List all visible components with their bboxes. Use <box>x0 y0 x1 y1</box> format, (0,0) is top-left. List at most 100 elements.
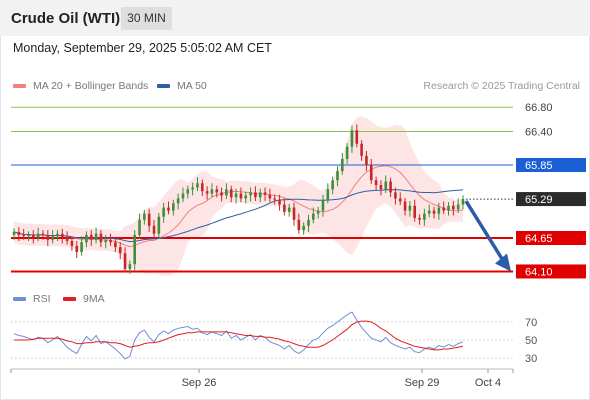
candle-body <box>215 189 219 193</box>
candle-body <box>355 130 359 144</box>
candle-body <box>374 180 378 186</box>
candle-body <box>210 189 214 194</box>
candle-body <box>229 189 233 198</box>
candle-body <box>32 234 35 238</box>
candle-body <box>239 193 243 199</box>
candle-body <box>307 219 310 226</box>
candle-body <box>181 193 185 199</box>
candle-body <box>312 213 315 220</box>
candle-body <box>258 192 262 198</box>
candle-body <box>138 219 141 235</box>
candle-body <box>360 143 363 156</box>
candle-body <box>80 242 83 252</box>
candle-body <box>418 217 421 220</box>
candle-body <box>41 233 45 235</box>
projection-arrow <box>464 200 505 262</box>
candle-body <box>350 130 354 147</box>
candle-body <box>46 234 50 240</box>
candle-body <box>36 233 40 238</box>
candle-body <box>85 234 88 243</box>
candle-body <box>60 233 64 238</box>
header-bar: Crude Oil (WTI) 30 MIN <box>0 0 590 36</box>
candle-body <box>157 216 161 234</box>
candle-body <box>437 207 441 214</box>
legend-ma50: MA 50 <box>157 80 207 92</box>
datetime-label: Monday, September 29, 2025 5:05:02 AM CE… <box>13 41 272 55</box>
candle-body <box>427 210 431 214</box>
candle-body <box>118 247 122 254</box>
candle-body <box>17 231 21 235</box>
candle-body <box>249 192 252 196</box>
candle-body <box>345 146 349 159</box>
x-tick-label: Oct 4 <box>475 377 501 389</box>
candle-body <box>191 187 194 190</box>
candle-body <box>94 233 98 240</box>
candle-body <box>326 189 330 200</box>
candle-body <box>408 205 412 211</box>
bollinger-band <box>14 116 463 276</box>
candle-body <box>104 239 108 243</box>
candle-body <box>287 207 291 212</box>
candle-body <box>152 225 156 234</box>
candle-body <box>413 205 417 218</box>
candle-body <box>220 192 223 196</box>
candle-body <box>263 192 267 195</box>
candle-body <box>292 207 296 220</box>
candle-body <box>133 234 136 265</box>
candle-body <box>341 158 344 172</box>
level-label-64-65: 64.65 <box>525 233 553 245</box>
candle-body <box>225 189 228 196</box>
legend-ma20: MA 20 + Bollinger Bands <box>13 80 148 92</box>
candle-body <box>27 234 30 237</box>
candle-body <box>461 199 465 205</box>
candle-body <box>423 213 426 220</box>
rsi-ma-line <box>14 320 464 351</box>
rsi-level-label-70: 70 <box>525 317 537 329</box>
candle-body <box>365 155 368 165</box>
candle-body <box>167 207 170 211</box>
candle-body <box>147 213 151 226</box>
candle-body <box>331 180 334 190</box>
candle-body <box>75 245 79 252</box>
candle-body <box>196 183 199 188</box>
legend-rsi: RSI <box>13 293 51 305</box>
candle-body <box>316 210 320 214</box>
candle-body <box>109 239 112 243</box>
candle-body <box>398 198 402 202</box>
candle-body <box>369 165 373 181</box>
level-label-64-10: 64.10 <box>525 266 553 278</box>
candle-body <box>452 205 455 210</box>
candle-body <box>70 241 74 246</box>
candle-body <box>379 185 383 190</box>
rsi-swatch <box>13 297 26 301</box>
candle-body <box>51 236 54 240</box>
candle-body <box>143 213 146 220</box>
ma20-swatch <box>13 84 26 88</box>
candle-body <box>56 233 59 237</box>
candle-body <box>456 204 460 210</box>
candle-body <box>384 181 388 190</box>
candle-body <box>99 233 103 243</box>
candle-body <box>254 192 257 198</box>
timeframe-button[interactable]: 30 MIN <box>121 7 172 30</box>
candle-body <box>447 205 450 211</box>
x-tick-label: Sep 26 <box>182 377 217 389</box>
candle-body <box>176 198 180 204</box>
candle-body <box>297 219 301 231</box>
candle-body <box>273 198 277 200</box>
candle-body <box>205 191 209 194</box>
candle-body <box>172 203 175 211</box>
level-label-66-40: 66.40 <box>525 127 553 139</box>
candle-body <box>268 194 272 199</box>
candle-body <box>12 231 16 235</box>
candle-body <box>403 201 407 211</box>
level-box-65-29 <box>516 192 586 207</box>
candle-body <box>114 242 117 248</box>
level-box-64-10 <box>516 264 586 279</box>
x-tick-label: Sep 29 <box>405 377 440 389</box>
candle-body <box>394 192 397 199</box>
candle-body <box>162 207 165 217</box>
level-label-65-29: 65.29 <box>525 194 553 206</box>
candle-body <box>186 189 190 194</box>
